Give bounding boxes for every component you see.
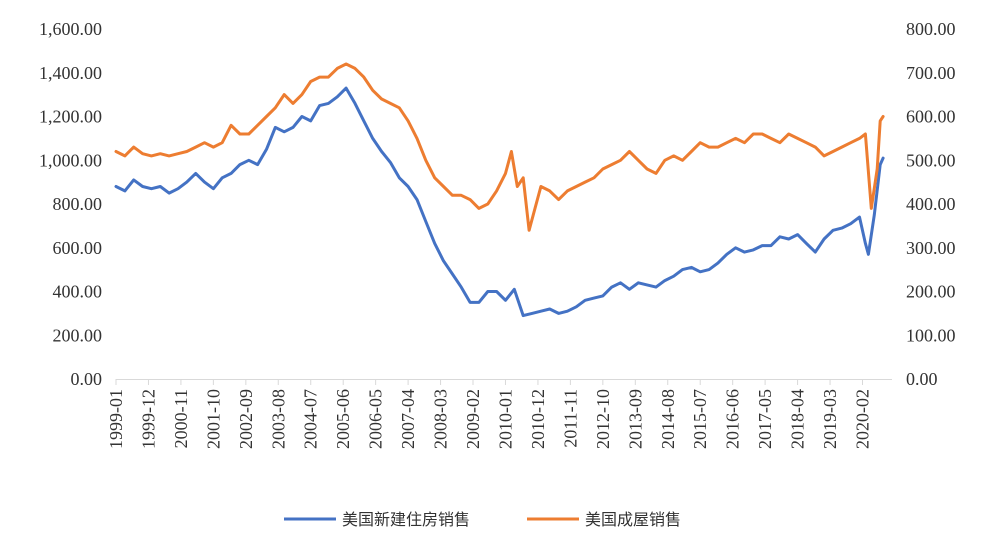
y-axis-right: 0.00 100.00 200.00 300.00 400.00 500.00 600.00… (906, 19, 956, 389)
x-tick-label: 2007-04 (398, 389, 418, 449)
x-axis: 1999-01 1999-12 2000-11 2001-10 2002-09 2003-… (106, 379, 872, 449)
series-line-1 (114, 86, 885, 318)
x-tick-label: 2011-11 (560, 389, 580, 448)
series-layer (114, 62, 885, 318)
y-right-tick-label: 400.00 (906, 194, 956, 214)
x-tick-label: 2017-05 (755, 389, 775, 449)
x-tick-label: 2019-03 (820, 389, 840, 449)
legend: 美国新建住房销售 美国成屋销售 (284, 510, 681, 529)
x-tick-label: 2014-08 (658, 389, 678, 449)
x-tick-label: 2006-05 (366, 389, 386, 449)
legend-item-2: 美国成屋销售 (527, 510, 681, 529)
legend-label: 美国新建住房销售 (342, 510, 470, 529)
y-right-tick-label: 500.00 (906, 150, 956, 170)
x-tick-label: 2013-09 (625, 389, 645, 449)
y-left-tick-label: 0.00 (71, 369, 103, 389)
y-right-tick-label: 300.00 (906, 238, 956, 258)
y-left-tick-label: 800.00 (53, 194, 103, 214)
y-right-tick-label: 100.00 (906, 325, 956, 345)
x-tick-label: 2008-03 (431, 389, 451, 449)
x-tick-label: 2010-12 (528, 389, 548, 449)
x-tick-label: 1999-12 (138, 389, 158, 449)
y-left-tick-label: 1,400.00 (39, 63, 102, 83)
x-tick-label: 2016-06 (723, 389, 743, 449)
y-left-tick-label: 1,200.00 (39, 107, 102, 127)
x-tick-label: 2012-10 (593, 389, 613, 449)
x-tick-label: 2004-07 (301, 389, 321, 449)
y-left-tick-label: 400.00 (53, 282, 103, 302)
x-tick-label: 2018-04 (788, 389, 808, 449)
x-tick-label: 2001-10 (203, 389, 223, 449)
series-line-2 (114, 62, 885, 232)
y-right-tick-label: 800.00 (906, 19, 956, 39)
y-left-tick-label: 1,000.00 (39, 150, 102, 170)
x-tick-label: 2015-07 (690, 389, 710, 449)
legend-item-1: 美国新建住房销售 (284, 510, 470, 529)
x-tick-label: 1999-01 (106, 389, 126, 449)
y-axis-left: 0.00 200.00 400.00 600.00 800.00 1,000.00 1,20… (39, 19, 102, 389)
y-left-tick-label: 600.00 (53, 238, 103, 258)
y-right-tick-label: 200.00 (906, 282, 956, 302)
y-left-tick-label: 1,600.00 (39, 19, 102, 39)
y-left-tick-label: 200.00 (53, 325, 103, 345)
y-right-tick-label: 600.00 (906, 107, 956, 127)
x-tick-label: 2005-06 (333, 389, 353, 449)
y-right-tick-label: 700.00 (906, 63, 956, 83)
x-tick-label: 2020-02 (852, 389, 872, 449)
x-tick-label: 2000-11 (171, 389, 191, 448)
x-tick-label: 2003-08 (268, 389, 288, 449)
y-right-tick-label: 0.00 (906, 369, 938, 389)
x-tick-label: 2010-01 (495, 389, 515, 449)
x-tick-label: 2009-02 (463, 389, 483, 449)
x-tick-label: 2002-09 (236, 389, 256, 449)
legend-label: 美国成屋销售 (585, 510, 681, 529)
